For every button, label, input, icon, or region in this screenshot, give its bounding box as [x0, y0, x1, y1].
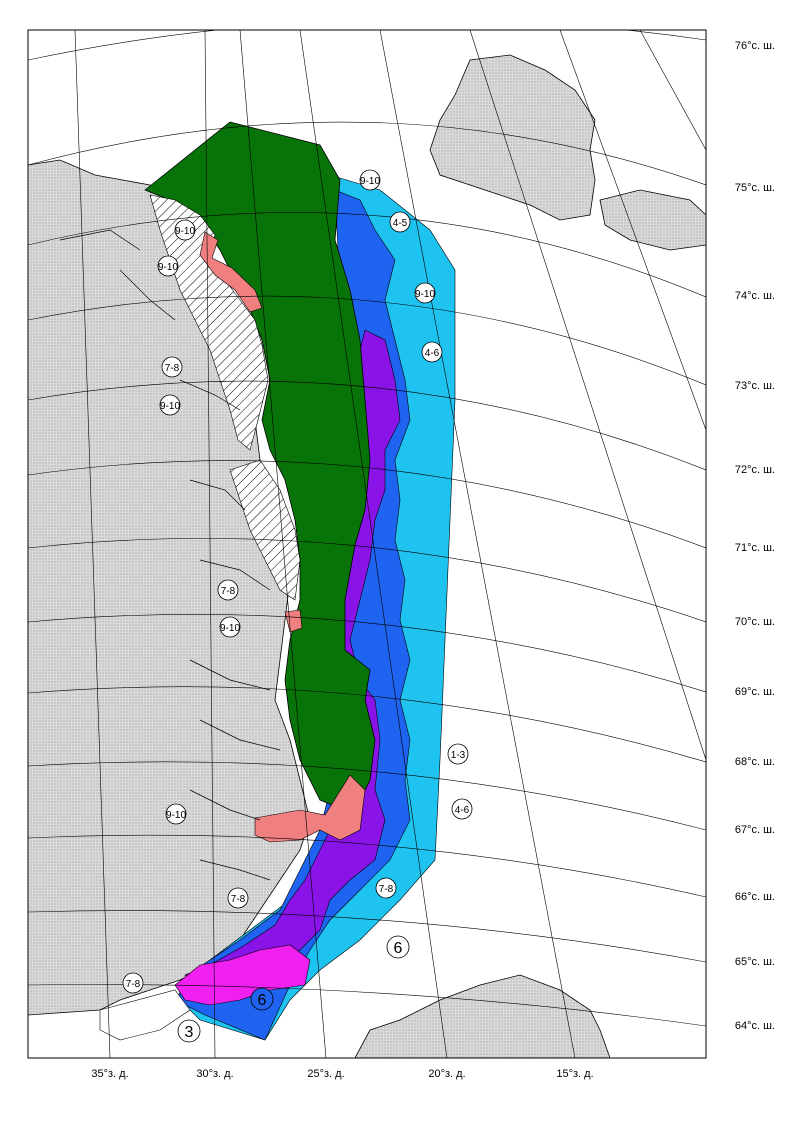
- ice-code-text: 4-5: [393, 218, 408, 229]
- ice-code-text: 9-10: [415, 289, 435, 300]
- ice-code-text: 7-8: [221, 586, 236, 597]
- ice-code-marker: 9-10: [414, 282, 435, 304]
- ice-code-marker: 7-8: [375, 877, 397, 899]
- latitude-label: 65°с. ш.: [734, 956, 775, 968]
- fast-ice-middle: [229, 459, 301, 601]
- ice-code-text: 7-8: [231, 894, 246, 905]
- ice-code-marker: 6: [250, 987, 274, 1011]
- ice-code-text: 7-8: [379, 884, 394, 895]
- latitude-label: 75°с. ш.: [734, 182, 775, 194]
- latitude-label: 66°с. ш.: [734, 891, 775, 903]
- ice-code-marker: 7-8: [217, 579, 239, 601]
- magenta-ice-zone: [174, 944, 311, 1006]
- latitude-label: 69°с. ш.: [734, 686, 775, 698]
- ice-code-text: 9-10: [360, 176, 380, 187]
- ice-code-labels: 9-10 4-5 9-10 9-10 9-10 4-6 7-8 9-10 7-8…: [122, 169, 473, 1043]
- fast-ice-south: [99, 989, 191, 1041]
- ice-code-marker: 6: [386, 935, 410, 959]
- ice-code-marker: 9-10: [159, 394, 180, 416]
- ice-code-marker: 7-8: [161, 356, 183, 378]
- latitude-label: 64°с. ш.: [734, 1020, 775, 1032]
- longitude-label: 25°з. д.: [307, 1068, 345, 1080]
- ice-code-text: 6: [258, 992, 267, 1009]
- svalbard-land: [429, 54, 596, 221]
- ice-code-text: 9-10: [158, 262, 178, 273]
- graticule: [28, 30, 706, 1058]
- ice-code-text: 9-10: [160, 401, 180, 412]
- ice-code-text: 3: [185, 1024, 194, 1041]
- ice-code-text: 9-10: [166, 810, 186, 821]
- ice-code-marker: 9-10: [165, 803, 186, 825]
- longitude-label: 20°з. д.: [428, 1068, 466, 1080]
- ice-code-text: 4-6: [455, 805, 470, 816]
- longitude-label: 30°з. д.: [196, 1068, 234, 1080]
- ice-code-text: 9-10: [175, 226, 195, 237]
- ice-code-marker: 9-10: [157, 255, 178, 277]
- latitude-label: 76°с. ш.: [734, 40, 775, 52]
- latitude-label: 71°с. ш.: [734, 542, 775, 554]
- latitude-label: 73°с. ш.: [734, 380, 775, 392]
- ice-code-marker: 3: [177, 1019, 201, 1043]
- iceland-land: [354, 974, 611, 1058]
- longitude-label: 15°з. д.: [556, 1068, 594, 1080]
- ice-code-text: 6: [394, 940, 403, 957]
- ice-code-text: 7-8: [126, 979, 141, 990]
- ice-code-text: 7-8: [165, 363, 180, 374]
- ice-code-marker: 7-8: [122, 972, 144, 994]
- longitude-label: 35°з. д.: [91, 1068, 129, 1080]
- ice-code-marker: 9-10: [359, 169, 380, 191]
- ice-code-text: 9-10: [220, 623, 240, 634]
- ice-code-marker: 1-3: [447, 743, 469, 765]
- pink-ice-zone-south: [254, 774, 366, 843]
- ice-code-marker: 4-5: [389, 211, 411, 233]
- latitude-label: 70°с. ш.: [734, 616, 775, 628]
- latitude-label: 67°с. ш.: [734, 824, 775, 836]
- pink-ice-zone-north: [199, 231, 263, 313]
- ice-code-marker: 7-8: [227, 887, 249, 909]
- latitude-label: 68°с. ш.: [734, 756, 775, 768]
- ice-code-text: 4-6: [425, 348, 440, 359]
- map-frame: [27, 29, 707, 1059]
- latitude-label: 72°с. ш.: [734, 464, 775, 476]
- ice-code-marker: 9-10: [219, 616, 240, 638]
- svalbard-island: [599, 189, 706, 251]
- pink-ice-zone-mid: [284, 609, 303, 633]
- ice-code-marker: 4-6: [451, 798, 473, 820]
- ice-code-text: 1-3: [451, 750, 466, 761]
- greenland-fjords: [59, 229, 281, 881]
- latitude-label: 74°с. ш.: [734, 290, 775, 302]
- ice-code-marker: 9-10: [174, 219, 195, 241]
- ice-code-marker: 4-6: [421, 341, 443, 363]
